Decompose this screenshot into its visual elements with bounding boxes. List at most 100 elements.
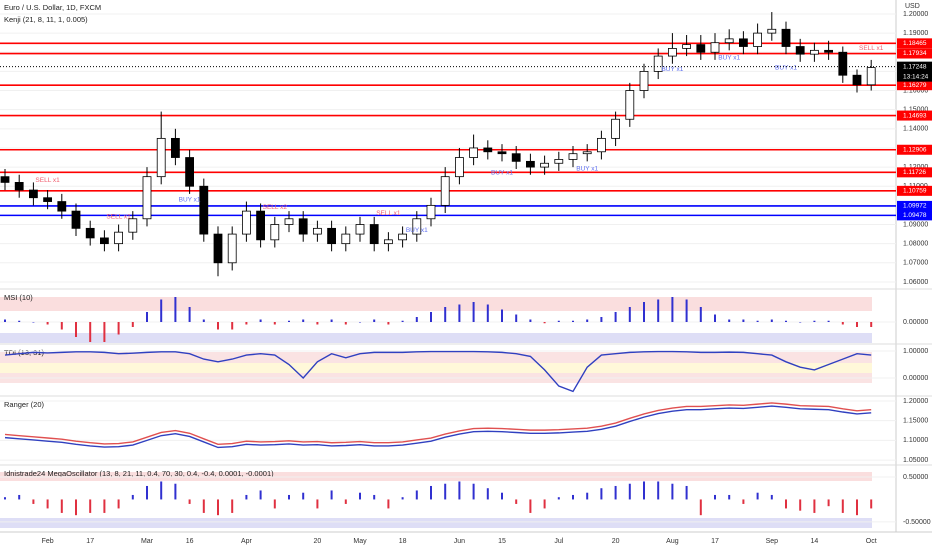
candle-body xyxy=(710,42,720,53)
tdi-mid-zone xyxy=(0,363,872,373)
histogram-bar xyxy=(259,319,262,322)
histogram-bar xyxy=(259,490,262,500)
indicator-title: Kenji (21, 8, 11, 1, 0.005) xyxy=(4,15,88,24)
histogram-bar xyxy=(273,322,276,325)
histogram-bar xyxy=(160,299,163,322)
signal-label: SELL x1 xyxy=(859,45,884,52)
candle-body xyxy=(114,231,123,245)
level-tag xyxy=(897,167,932,178)
panel-title: TDI (13, 31) xyxy=(4,348,45,357)
candle-body xyxy=(739,38,748,47)
candle-body xyxy=(526,160,535,168)
y-tick-label: 0.00000 xyxy=(903,375,928,382)
histogram-bar xyxy=(46,499,49,509)
candle-body xyxy=(327,227,337,245)
histogram-bar xyxy=(273,499,276,509)
histogram-bar xyxy=(46,322,49,325)
histogram-bar xyxy=(387,499,390,509)
histogram-bar xyxy=(401,497,404,500)
candle-body xyxy=(142,176,152,220)
level-label: 1.18465 xyxy=(903,40,927,47)
x-tick-label: Apr xyxy=(241,538,253,545)
level-tag xyxy=(897,185,932,196)
candle-body xyxy=(682,44,691,49)
x-tick-label: Feb xyxy=(42,538,54,545)
level-tag xyxy=(897,80,932,91)
x-tick-label: 16 xyxy=(186,538,194,545)
signal-label: SELL x1 xyxy=(35,177,60,184)
histogram-bar xyxy=(472,483,475,500)
histogram-bar xyxy=(501,309,503,322)
candle-body xyxy=(341,233,351,245)
histogram-bar xyxy=(160,481,163,500)
histogram-bar xyxy=(870,322,873,327)
candle-body xyxy=(753,32,762,47)
histogram-bar xyxy=(543,499,546,509)
histogram-bar xyxy=(770,319,773,322)
y-tick-label: 0.00000 xyxy=(903,319,928,326)
histogram-bar xyxy=(444,483,447,500)
x-tick-label: Jun xyxy=(454,538,465,545)
histogram-bar xyxy=(103,322,106,342)
candle-body xyxy=(540,162,549,168)
histogram-bar xyxy=(699,499,702,516)
histogram-bar xyxy=(202,319,205,322)
histogram-bar xyxy=(614,485,617,500)
candle-body xyxy=(284,218,294,225)
x-tick-label: Sep xyxy=(766,538,779,545)
y-tick-label: 0.50000 xyxy=(903,474,928,481)
y-tick-label: 1.19000 xyxy=(903,30,928,37)
candle-body xyxy=(795,46,805,55)
y-tick-label: 1.15000 xyxy=(903,107,928,114)
histogram-bar xyxy=(302,319,305,322)
panel-title: Idnistrade24 MegaOscillator (13, 8, 21, … xyxy=(4,469,274,478)
histogram-bar xyxy=(785,499,787,509)
histogram-bar xyxy=(841,322,844,325)
y-tick-label: 1.08000 xyxy=(903,241,928,248)
histogram-bar xyxy=(344,499,347,504)
y-tick-label: 1.10000 xyxy=(903,437,928,444)
histogram-bar xyxy=(827,499,830,507)
candle-body xyxy=(213,233,223,264)
level-tag xyxy=(897,210,932,221)
y-tick-label: 1.20000 xyxy=(903,11,928,18)
histogram-bar xyxy=(373,319,376,322)
histogram-bar xyxy=(614,312,617,322)
histogram-bar xyxy=(557,497,560,500)
level-tag xyxy=(897,144,932,155)
histogram-bar xyxy=(217,322,219,330)
histogram-bar xyxy=(728,494,731,500)
x-tick-label: 14 xyxy=(811,538,819,545)
histogram-bar xyxy=(685,485,688,500)
x-tick-label: 20 xyxy=(314,538,322,545)
candle-body xyxy=(653,55,663,72)
histogram-bar xyxy=(174,297,177,322)
x-tick-label: May xyxy=(353,538,367,545)
signal-label: BUY x1 xyxy=(406,227,428,234)
histogram-bar xyxy=(756,320,759,322)
histogram-bar xyxy=(515,314,518,322)
panel-title: Ranger (20) xyxy=(4,400,45,409)
histogram-bar xyxy=(103,499,106,513)
histogram-bar xyxy=(60,499,63,513)
histogram-bar xyxy=(146,485,148,500)
histogram-bar xyxy=(799,499,802,511)
histogram-bar xyxy=(742,319,745,322)
indicator-line xyxy=(4,402,872,446)
candle-body xyxy=(199,185,209,235)
candle-body xyxy=(696,44,706,53)
mega-lower-zone xyxy=(0,518,872,528)
y-tick-label: 1.09000 xyxy=(903,221,928,228)
histogram-bar xyxy=(330,490,333,500)
histogram-bar xyxy=(401,320,404,322)
histogram-bar xyxy=(657,481,660,500)
y-tick-label: 1.15000 xyxy=(903,418,928,425)
level-label: 1.12906 xyxy=(903,146,927,153)
candle-body xyxy=(454,157,464,178)
msi-upper-zone xyxy=(0,297,872,311)
candle-body xyxy=(298,218,308,235)
histogram-bar xyxy=(643,481,645,500)
histogram-bar xyxy=(742,499,745,504)
histogram-bar xyxy=(217,499,219,516)
candle-body xyxy=(256,210,266,241)
